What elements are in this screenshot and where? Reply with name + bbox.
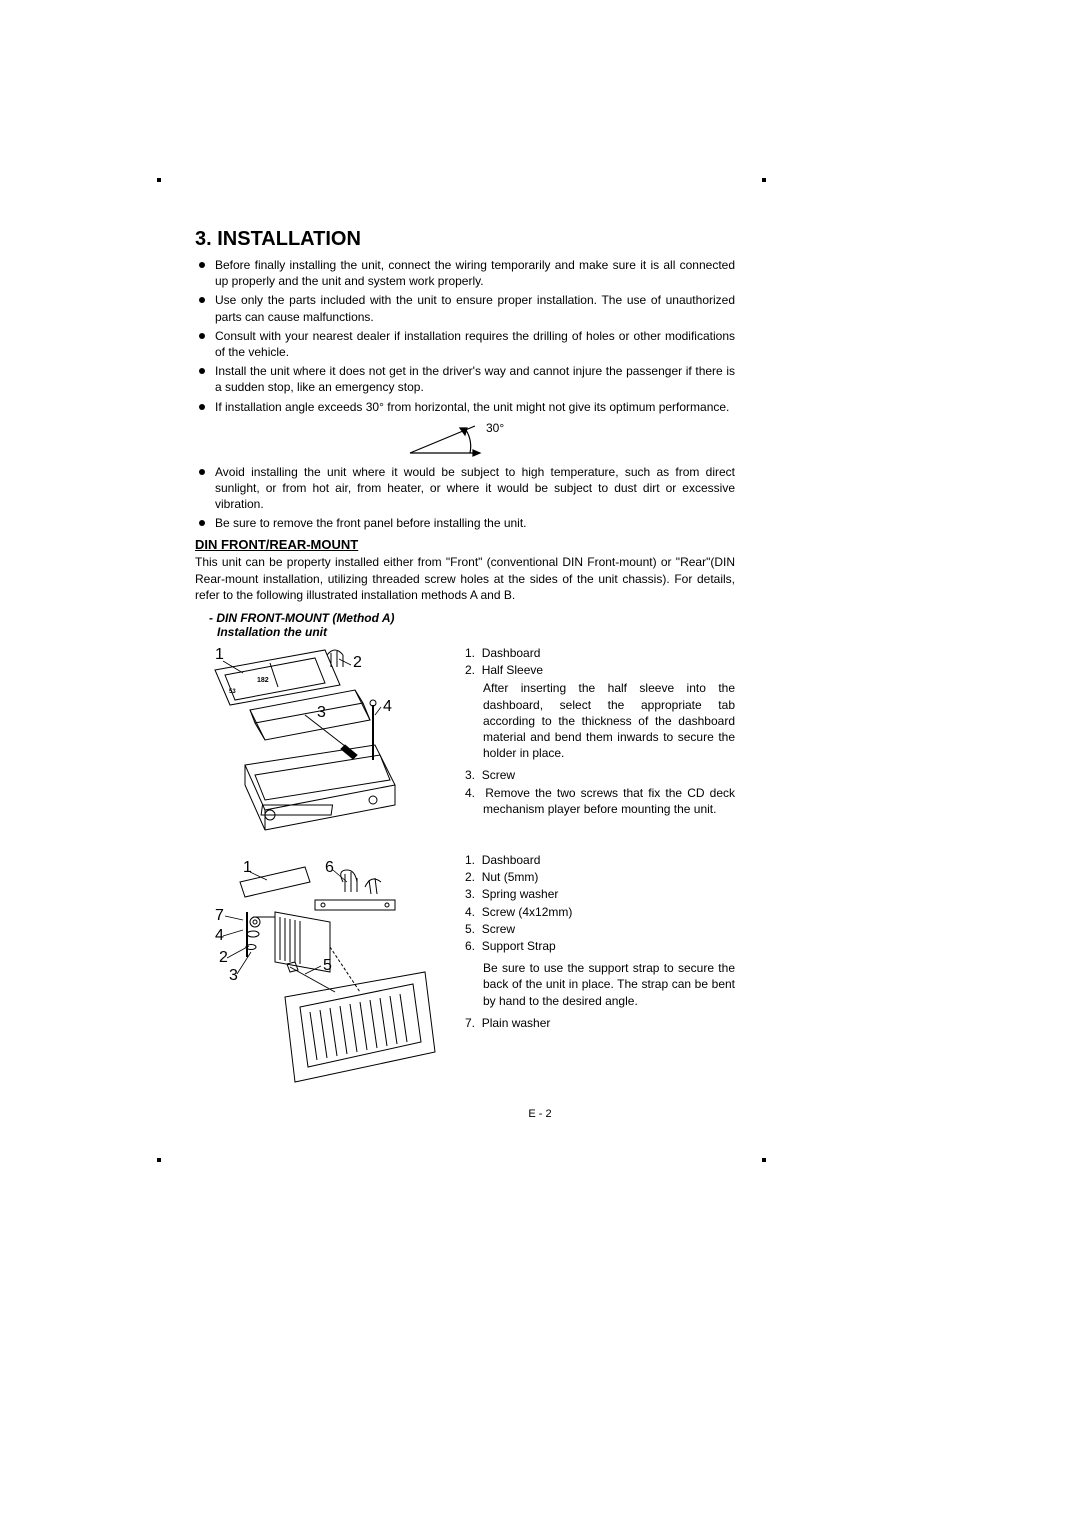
callout-1: 1 (215, 646, 224, 663)
bullet-item: Be sure to remove the front panel before… (195, 515, 735, 531)
method-a-label: - DIN FRONT-MOUNT (Method A) Installatio… (195, 611, 735, 639)
callout-7: 7 (215, 907, 224, 924)
parts-item: 1. Dashboard (465, 645, 735, 661)
parts-list-2: 1. Dashboard 2. Nut (5mm) 3. Spring wash… (465, 852, 735, 1107)
method-a-sub: Installation the unit (209, 625, 327, 639)
bullet-item: Consult with your nearest dealer if inst… (195, 328, 735, 360)
method-a-block-2: 1 2 3 4 5 6 7 1. Dashboa (195, 852, 735, 1107)
diagram-1: 182 53 1 2 3 4 (195, 645, 445, 850)
page-content: 3. INSTALLATION Before finally installin… (195, 228, 735, 1107)
crop-mark (762, 1158, 766, 1162)
callout-2: 2 (219, 949, 228, 966)
parts-item: 1. Dashboard (465, 852, 735, 868)
crop-mark (762, 178, 766, 182)
callout-6: 6 (325, 859, 334, 876)
callout-5: 5 (323, 957, 332, 974)
bullet-list: Before finally installing the unit, conn… (195, 257, 735, 415)
method-a-block-1: 182 53 1 2 3 4 1. Dashboard 2. Half Slee… (195, 645, 735, 850)
diagram-2: 1 2 3 4 5 6 7 (195, 852, 445, 1107)
angle-diagram: 30° (400, 418, 530, 460)
callout-3: 3 (317, 704, 326, 721)
callout-4: 4 (383, 698, 392, 715)
bullet-list-2: Avoid installing the unit where it would… (195, 464, 735, 532)
parts-item: 7. Plain washer (465, 1015, 735, 1031)
angle-label: 30° (486, 421, 504, 435)
page-number: E - 2 (528, 1108, 551, 1120)
method-a-text: - DIN FRONT-MOUNT (Method A) (209, 611, 395, 625)
parts-desc-1: After inserting the half sleeve into the… (465, 680, 735, 761)
bullet-item: Install the unit where it does not get i… (195, 363, 735, 395)
crop-mark (157, 178, 161, 182)
parts-desc-2: Be sure to use the support strap to secu… (465, 960, 735, 1009)
callout-1: 1 (243, 859, 252, 876)
dim-182: 182 (257, 677, 269, 684)
callout-2: 2 (353, 654, 362, 671)
subsection-title: DIN FRONT/REAR-MOUNT (195, 537, 735, 552)
bullet-item: Avoid installing the unit where it would… (195, 464, 735, 513)
bullet-item: Before finally installing the unit, conn… (195, 257, 735, 289)
bullet-item: Use only the parts included with the uni… (195, 292, 735, 324)
parts-item: 3. Screw (465, 767, 735, 783)
dim-53: 53 (229, 689, 236, 695)
parts-item: 4. Screw (4x12mm) (465, 904, 735, 920)
parts-item: 2. Half Sleeve (465, 662, 735, 678)
crop-mark (157, 1158, 161, 1162)
callout-3: 3 (229, 967, 238, 984)
parts-item: 4. Remove the two screws that fix the CD… (465, 785, 735, 817)
parts-item: 3. Spring washer (465, 886, 735, 902)
subsection-body: This unit can be property installed eith… (195, 554, 735, 603)
callout-4: 4 (215, 927, 224, 944)
parts-item: 5. Screw (465, 921, 735, 937)
parts-item: 6. Support Strap (465, 938, 735, 954)
parts-item: 2. Nut (5mm) (465, 869, 735, 885)
section-title: 3. INSTALLATION (195, 228, 735, 251)
bullet-item: If installation angle exceeds 30° from h… (195, 399, 735, 415)
parts-list-1: 1. Dashboard 2. Half Sleeve After insert… (465, 645, 735, 850)
